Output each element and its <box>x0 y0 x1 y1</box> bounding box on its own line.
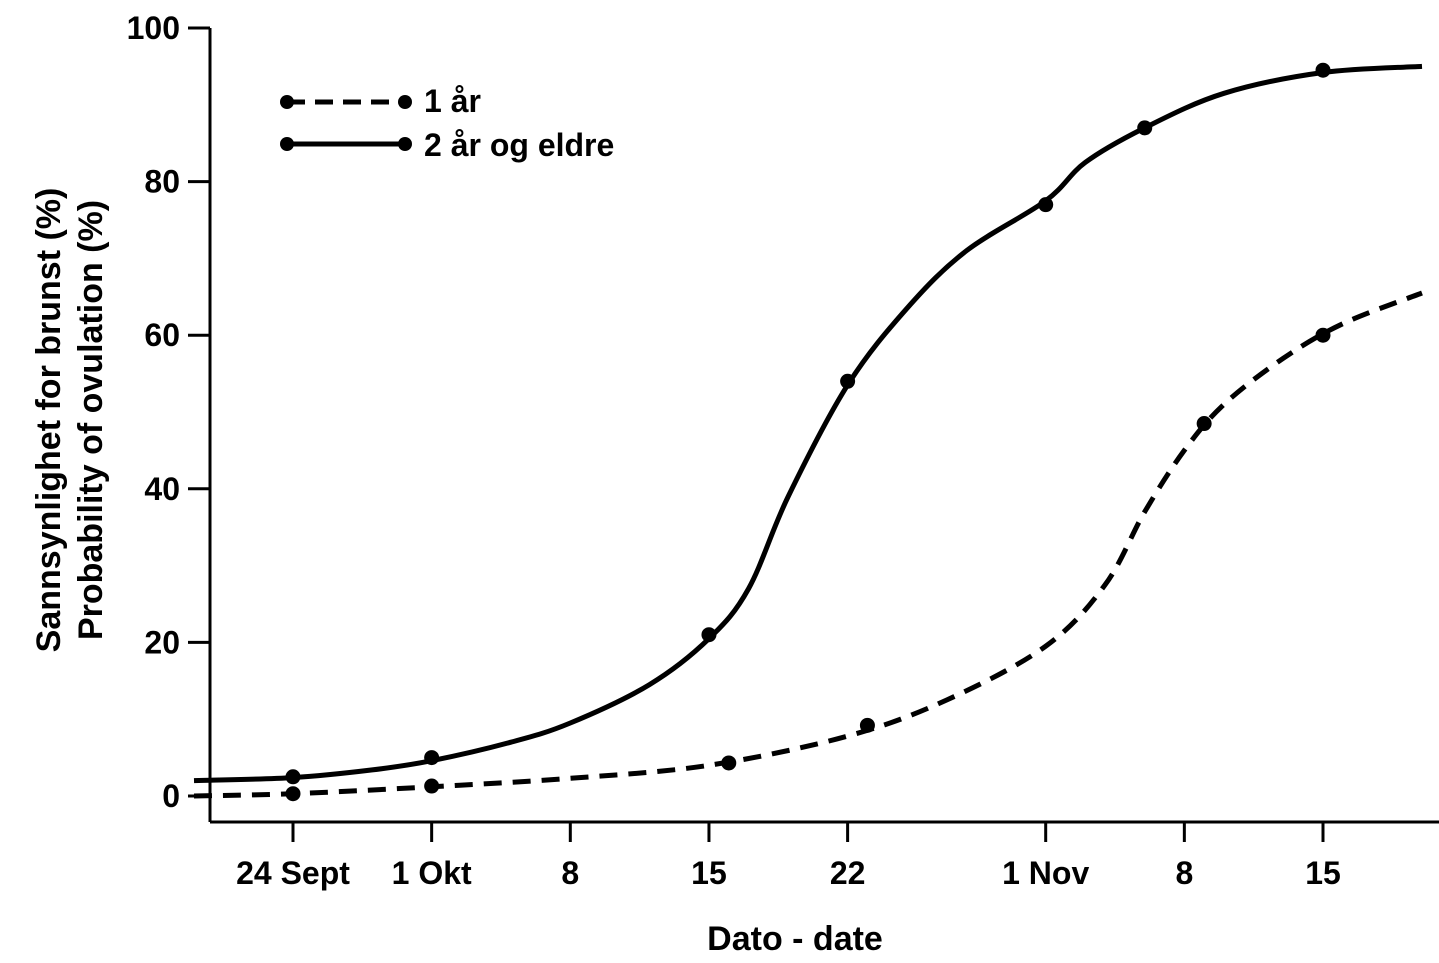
x-axis-title: Dato - date <box>707 920 883 958</box>
legend-marker-2a <box>280 137 294 151</box>
legend: 1 år 2 år og eldre <box>280 83 614 163</box>
series-1-point <box>721 755 737 771</box>
axes <box>208 28 1439 824</box>
y-ticks: 0 20 40 60 80 100 <box>127 10 210 814</box>
y-tick-label: 60 <box>144 317 180 353</box>
y-axis-title: Sannsynlighet for brunst (%) Probability… <box>30 188 110 653</box>
y-tick-label: 20 <box>144 624 180 660</box>
series-2-point <box>1038 197 1054 213</box>
x-tick-label: 15 <box>1305 855 1341 891</box>
legend-label-2: 2 år og eldre <box>424 127 614 163</box>
y-axis-title-line-2: Probability of ovulation (%) <box>72 200 110 640</box>
x-tick-label: 1 Nov <box>1002 855 1089 891</box>
series-2-point <box>1137 120 1153 136</box>
legend-label-1: 1 år <box>424 83 481 119</box>
x-tick-label: 8 <box>1175 855 1193 891</box>
series-line-1 <box>193 290 1423 799</box>
y-axis-title-line-1: Sannsynlighet for brunst (%) <box>30 188 68 653</box>
series-1-point <box>859 717 875 733</box>
legend-marker-1b <box>398 95 412 109</box>
x-ticks: 24 Sept 1 Okt 8 15 22 1 Nov 8 15 <box>236 822 1341 891</box>
x-tick-label: 15 <box>691 855 727 891</box>
series-1-point <box>285 786 301 802</box>
series-line-2 <box>193 63 1423 784</box>
x-tick-label: 24 Sept <box>236 855 350 891</box>
series <box>193 62 1423 802</box>
legend-marker-2b <box>398 137 412 151</box>
series-1-point <box>424 778 440 794</box>
x-tick-label: 22 <box>830 855 866 891</box>
series-2-point <box>285 769 301 785</box>
legend-marker-1a <box>280 95 294 109</box>
x-tick-label: 1 Okt <box>392 855 472 891</box>
y-tick-label: 40 <box>144 471 180 507</box>
series-2-point <box>424 750 440 766</box>
series-2-point <box>701 627 717 643</box>
x-tick-label: 8 <box>561 855 579 891</box>
y-tick-label: 0 <box>162 778 180 814</box>
series-2-point <box>1315 62 1331 78</box>
series-1-point <box>1315 327 1331 343</box>
y-tick-label: 80 <box>144 164 180 200</box>
y-tick-label: 100 <box>127 10 180 46</box>
series-2-point <box>840 373 856 389</box>
series-1-point <box>1196 416 1212 432</box>
